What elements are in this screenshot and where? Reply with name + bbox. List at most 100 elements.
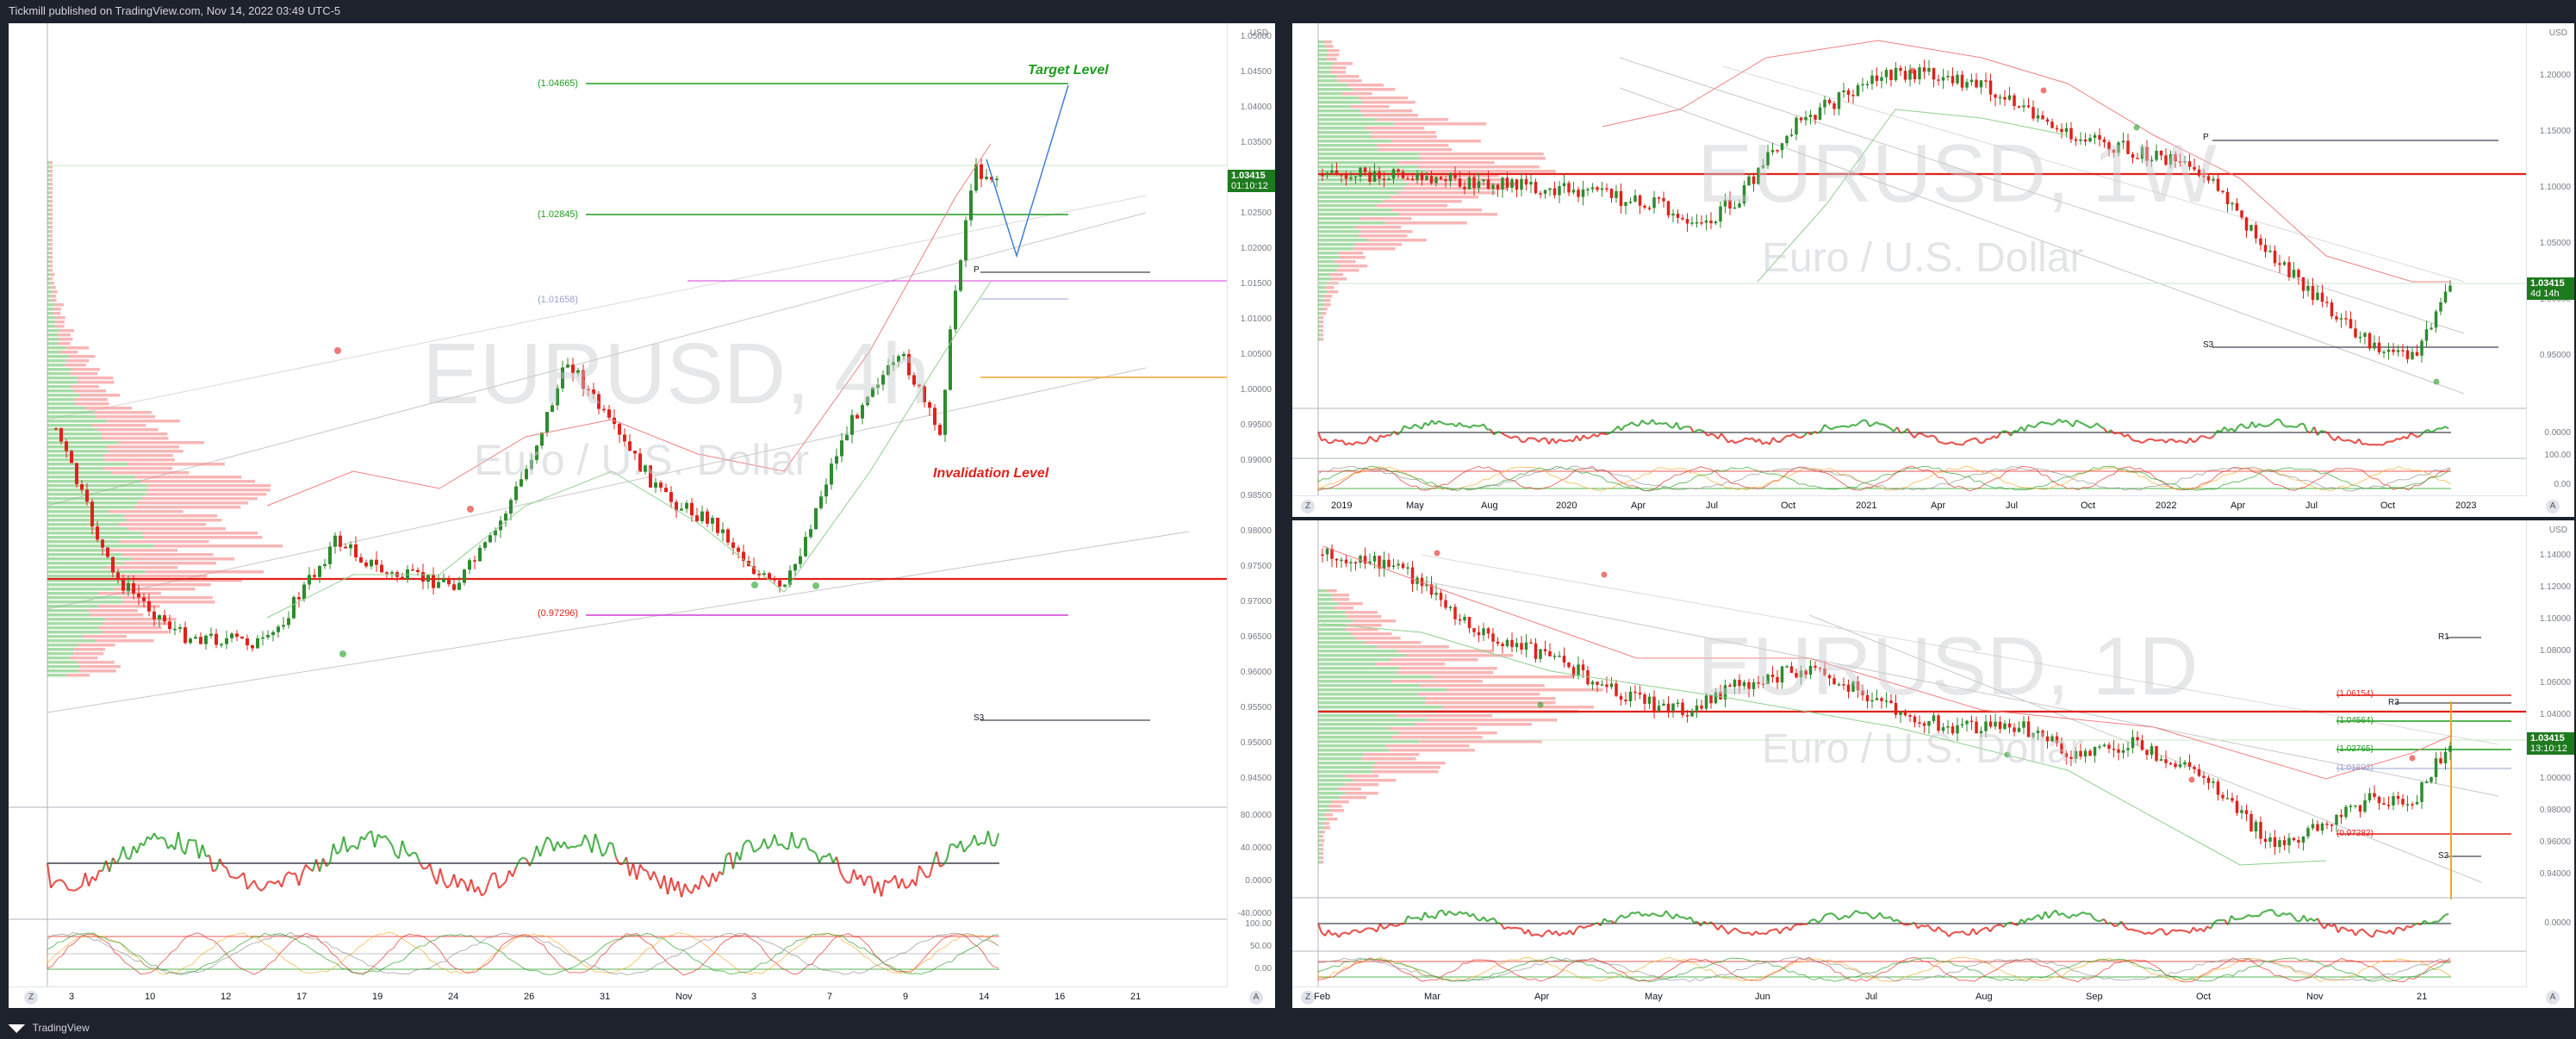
time-tick: May	[1645, 992, 1663, 1002]
candle	[277, 626, 280, 632]
oscillator-line	[743, 839, 748, 845]
price-axis[interactable]: USD 1.200001.150001.100001.050001.000000…	[2526, 23, 2574, 517]
oscillator-line	[690, 884, 697, 894]
chart-canvas-1d[interactable]	[1292, 520, 2574, 1008]
candle	[1429, 176, 1434, 184]
oscillator-line	[2372, 930, 2377, 938]
candle	[2330, 824, 2334, 826]
volume-profile-bar	[131, 557, 235, 561]
oscillator-line	[2100, 426, 2105, 430]
volume-profile-bar	[1375, 762, 1446, 765]
volume-profile-bar	[65, 346, 89, 350]
oscillator-line	[1951, 930, 1957, 935]
candle	[246, 638, 249, 646]
volume-profile-bar	[1363, 753, 1420, 756]
candle	[2434, 311, 2438, 328]
time-tick: Aug	[1481, 501, 1498, 511]
oscillator-line	[1734, 927, 1739, 932]
pivot-dot	[1434, 550, 1440, 557]
volume-profile-bar	[47, 411, 95, 414]
volume-profile-bar	[1318, 783, 1346, 787]
candle	[1425, 584, 1428, 587]
oscillator-line	[1927, 434, 1932, 439]
volume-profile-bar	[47, 497, 142, 501]
candle	[1662, 703, 1665, 706]
volume-profile-bar	[1318, 230, 1361, 233]
volume-profile-bar	[47, 665, 81, 669]
zoom-button[interactable]: Z	[1301, 991, 1315, 1005]
oscillator-line	[481, 892, 486, 897]
oscillator-line	[1652, 912, 1657, 916]
candle	[1998, 721, 2002, 729]
candle	[1524, 642, 1528, 650]
stochastic-line	[1317, 956, 2451, 983]
oscillator-line	[781, 843, 786, 849]
zoom-button[interactable]: Z	[1301, 500, 1315, 513]
candle	[1562, 183, 1566, 187]
oscillator-line	[2017, 918, 2022, 926]
zoom-button[interactable]: Z	[24, 991, 38, 1005]
chart-panel-1w[interactable]: EURUSD, 1W Euro / U.S. Dollar P S3 USD 1…	[1292, 23, 2574, 517]
auto-scale-button[interactable]: A	[2546, 991, 2560, 1005]
candle	[2202, 175, 2206, 177]
oscillator-line	[2079, 421, 2084, 426]
candle	[1932, 67, 1936, 80]
chart-canvas-1w[interactable]	[1292, 23, 2574, 517]
oscillator-line	[1824, 912, 1829, 917]
auto-scale-button[interactable]: A	[1249, 991, 1263, 1005]
candle	[1420, 173, 1424, 180]
oscillator-line	[1683, 916, 1688, 921]
oscillator-line	[1386, 923, 1391, 928]
candle	[1927, 67, 1931, 72]
candle	[1941, 77, 1945, 81]
oscillator-line	[1665, 422, 1671, 427]
stochastic-line	[1317, 956, 2451, 983]
oscillator-line	[1848, 424, 1853, 428]
candle	[437, 582, 440, 588]
candle	[1609, 683, 1614, 687]
time-axis[interactable]: Feb Mar Apr May Jun Jul Aug Sep Oct Nov 21	[1292, 986, 2527, 1008]
candle	[1884, 70, 1888, 78]
oscillator-line	[1316, 923, 1323, 933]
candle	[2354, 805, 2357, 807]
chart-canvas-4h[interactable]	[9, 23, 1275, 1008]
oscillator-line	[1838, 917, 1843, 921]
oscillator-line	[1331, 931, 1336, 936]
volume-profile-bar	[1353, 88, 1396, 91]
candle	[1567, 662, 1571, 668]
tv-logo-icon[interactable]: ◥◤	[9, 1022, 25, 1034]
chart-panel-4h[interactable]: EURUSD, 4h Euro / U.S. Dollar Target Lev…	[9, 23, 1275, 1008]
volume-profile-bar	[144, 570, 264, 574]
pivot-dot	[1601, 571, 1608, 578]
oscillator-line	[2141, 931, 2146, 936]
oscillator-line	[873, 881, 880, 894]
volume-profile-bar	[49, 178, 53, 182]
volume-profile-bar	[1350, 105, 1390, 109]
chart-panel-1d[interactable]: EURUSD, 1D Euro / U.S. Dollar (1.06154) …	[1292, 520, 2574, 1008]
candle	[2254, 225, 2258, 239]
oscillator-line	[208, 855, 215, 872]
time-axis[interactable]: 3 10 12 17 19 24 26 31 Nov 3 7 9 14 16 21	[9, 986, 1228, 1008]
price-axis[interactable]: USD 1.14000 1.12000 1.10000 1.08000 1.06000 1…	[2526, 520, 2574, 1008]
price-tick: 1.14000	[2539, 551, 2571, 560]
candle	[1515, 643, 1519, 648]
candle	[323, 563, 327, 567]
footer-brand[interactable]: TradingView	[32, 1022, 90, 1034]
price-tick: 1.01500	[1240, 279, 1272, 289]
candle	[1965, 720, 1969, 725]
oscillator-line	[1672, 913, 1677, 920]
oscillator-line	[594, 833, 600, 845]
candle	[871, 388, 874, 397]
auto-scale-button[interactable]: A	[2546, 500, 2560, 513]
time-axis[interactable]: 2019 May Aug 2020 Apr Jul Oct 2021 Apr Jul Oct 2022…	[1292, 495, 2527, 517]
oscillator-line	[580, 834, 587, 846]
volume-profile-bar	[1351, 632, 1392, 636]
candle	[1633, 691, 1637, 694]
candle	[1851, 95, 1855, 96]
oscillator-line	[1810, 918, 1815, 922]
oscillator-line	[928, 862, 935, 877]
candle	[1714, 692, 1718, 704]
candle	[2026, 105, 2031, 108]
volume-profile-bar	[72, 652, 104, 656]
oscillator-line	[2255, 423, 2260, 429]
